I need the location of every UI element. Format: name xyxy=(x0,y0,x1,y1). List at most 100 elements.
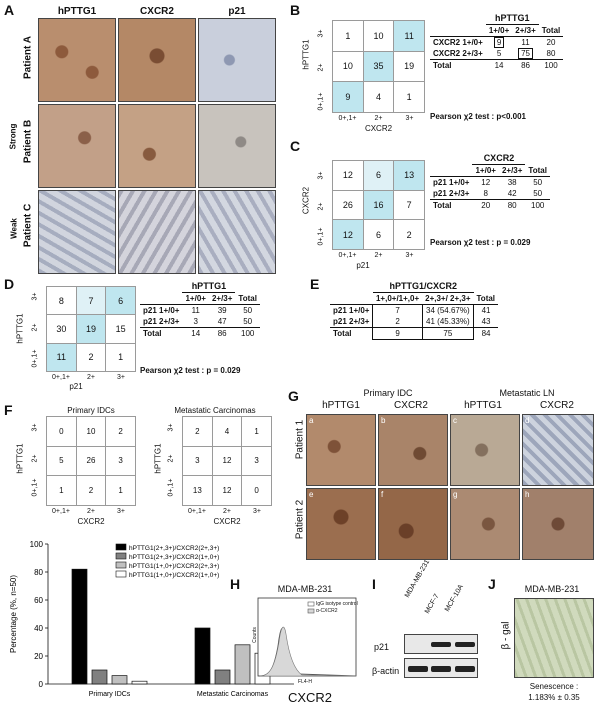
panel-c-ytick-01: 0+,1+ xyxy=(317,227,325,246)
panel-f-left-cell: 0 xyxy=(46,416,77,447)
panel-c-xtick-3: 3+ xyxy=(405,252,414,259)
ihc-image-b-hpttg1 xyxy=(38,104,116,188)
panel-f-left-ylabel: hPTTG1 xyxy=(15,443,25,474)
panel-j-microscopy xyxy=(514,598,594,678)
panel-d-table-cell: 47 xyxy=(217,317,227,326)
panel-d-cell: 19 xyxy=(75,314,107,344)
tile-letter: f xyxy=(381,490,384,499)
panel-d-ytick-01: 0+,1+ xyxy=(31,349,39,368)
panel-f-left-cell: 1 xyxy=(46,475,77,506)
panel-c-table-cell: 100 xyxy=(525,199,550,211)
panel-d-table-cell: 14 xyxy=(182,327,209,339)
panel-f-right-xlabel: CXCR2 xyxy=(213,517,241,526)
panel-b-cell: 11 xyxy=(393,20,425,52)
panel-a-label: A xyxy=(4,2,15,18)
tile-letter: d xyxy=(525,416,530,425)
panel-c-xlabel: p21 xyxy=(356,261,370,270)
panel-c-xtick-2: 2+ xyxy=(374,252,383,259)
panel-c-table-cell: 42 xyxy=(507,189,517,198)
legend-swatch xyxy=(115,570,127,578)
ihc-image-g-a: a xyxy=(306,414,376,486)
panel-i-row-bactin: β-actin xyxy=(372,666,400,676)
ihc-image-g-g: g xyxy=(450,488,520,560)
panel-f-right-cell: 3 xyxy=(182,445,213,477)
panel-f-right-cell: 4 xyxy=(211,416,243,447)
panel-d-table-header: 1+/0+ xyxy=(182,292,209,305)
panel-d-row-label: p21 1+/0+ xyxy=(143,306,180,315)
panel-d-xtick-3: 3+ xyxy=(117,374,125,381)
panel-e-table-cell: 41 (45.33%) xyxy=(421,316,475,328)
panel-c-ytick-3: 3+ xyxy=(317,171,325,180)
panel-f-right-cell: 1 xyxy=(241,416,272,447)
panel-b-table-header: 1+/0+ xyxy=(485,24,513,37)
panel-f-right-ylabel: hPTTG1 xyxy=(153,443,163,474)
panel-c-row-label: p21 1+/0+ xyxy=(433,178,470,187)
panel-b-stat: Pearson χ2 test : p<0.001 xyxy=(430,112,526,121)
panel-a-weak-label: Weak xyxy=(9,218,19,239)
panel-c-cell: 12 xyxy=(332,160,364,191)
panel-c-table: CXCR2 1+/0+ 2+/3+ Total p21 1+/0+ 12 38 50 p2… xyxy=(430,152,550,211)
panel-b-ylabel: hPTTG1 xyxy=(301,39,311,70)
p21-band-mcf7 xyxy=(431,642,451,647)
panel-b-ytick-3: 3+ xyxy=(317,29,325,38)
ihc-image-g-h: h xyxy=(522,488,594,560)
panel-e-table-group: hPTTG1/CXCR2 xyxy=(372,280,474,293)
panel-f-left-cell: 2 xyxy=(105,416,136,447)
panel-c-xtick-01: 0+,1+ xyxy=(338,252,357,259)
panel-b-xtick-01: 0+,1+ xyxy=(338,115,357,122)
panel-c-table-header: 1+/0+ xyxy=(472,164,499,177)
panel-d-cell: 7 xyxy=(75,285,107,316)
y-tick-label: 100 xyxy=(30,540,44,549)
ihc-image-b-p21 xyxy=(198,104,276,188)
panel-e-table-cell: 43 xyxy=(481,317,491,326)
panel-f-left-ytick-2: 2+ xyxy=(31,454,39,463)
panel-f-left-cell: 26 xyxy=(75,445,107,477)
panel-h-label: H xyxy=(230,576,241,592)
panel-h-xlabel-small: FL4-H xyxy=(298,679,312,685)
panel-b-xlabel: CXCR2 xyxy=(364,124,393,133)
panel-f-left-cell: 5 xyxy=(46,445,77,477)
panel-c-table-header: Total xyxy=(525,164,550,177)
panel-c-cell: 7 xyxy=(393,189,425,221)
panel-f-right-xtick: 2+ xyxy=(223,508,231,515)
p21-band-mcf10a xyxy=(455,642,475,647)
bar xyxy=(111,675,128,685)
panel-d-ytick-2: 2+ xyxy=(31,323,39,332)
ihc-image-g-f: f xyxy=(378,488,448,560)
panel-c-label: C xyxy=(290,138,301,154)
panel-a-row-patient-c: Patient C xyxy=(22,203,34,248)
panel-a-strong-label: Strong xyxy=(8,123,18,150)
panel-b-cell: 10 xyxy=(332,50,364,83)
panel-e-table-cell: 75 xyxy=(421,327,475,340)
panel-c-cell: 12 xyxy=(332,219,364,250)
panel-c-table-cell: 50 xyxy=(533,178,543,187)
tile-letter: c xyxy=(453,416,457,425)
panel-c-table-cell: 80 xyxy=(498,199,526,211)
ihc-image-c-p21 xyxy=(198,190,276,274)
legend-swatch xyxy=(115,561,127,569)
panel-e-table-cell: 84 xyxy=(473,327,499,340)
bar xyxy=(214,669,231,685)
panel-f-left-cell: 1 xyxy=(105,475,136,506)
panel-b-table-cell: 20 xyxy=(546,38,556,47)
panel-c-cell: 6 xyxy=(362,160,395,191)
panel-f-left-title: Primary IDCs xyxy=(67,406,115,415)
panel-g-group-primary: Primary IDC xyxy=(363,388,413,398)
panel-c-table-cell: 38 xyxy=(507,178,517,187)
bar xyxy=(234,644,251,685)
panel-b-xtick-3: 3+ xyxy=(405,115,414,122)
panel-b-cell: 35 xyxy=(362,50,395,83)
panel-f-right-cell: 12 xyxy=(211,475,243,506)
panel-d-table: hPTTG1 1+/0+ 2+/3+ Total p21 1+/0+ 11 39 50 p… xyxy=(140,280,260,339)
panel-b-row-label: CXCR2 1+/0+ xyxy=(433,38,483,47)
panel-g-label: G xyxy=(288,388,299,404)
panel-c-ytick-2: 2+ xyxy=(317,202,325,211)
panel-i-row-p21: p21 xyxy=(374,642,390,652)
panel-e-table-cell: 7 xyxy=(372,304,423,316)
panel-c-table-cell: 20 xyxy=(472,199,499,211)
panel-f-left-ytick-3: 3+ xyxy=(31,423,39,432)
panel-d-table-cell: 100 xyxy=(235,327,260,339)
